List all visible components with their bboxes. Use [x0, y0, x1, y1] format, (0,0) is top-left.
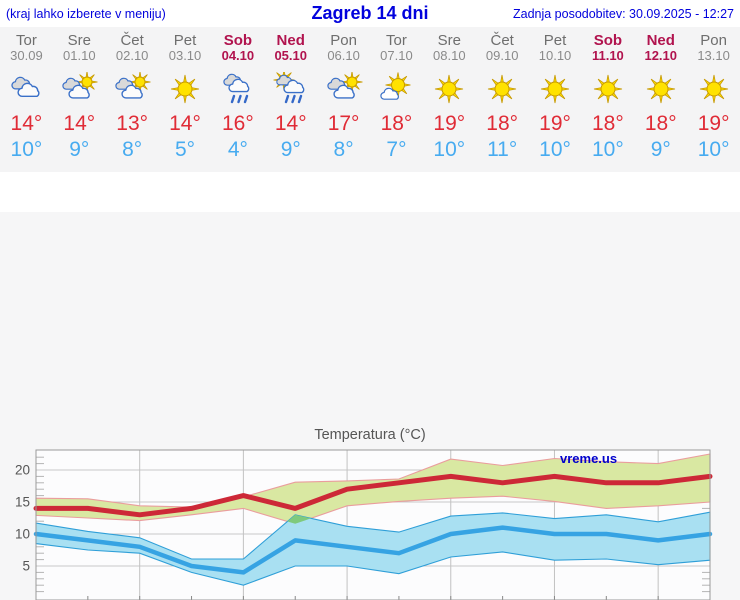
day-max-temp: 19° — [539, 112, 571, 135]
svg-text:5: 5 — [22, 559, 30, 574]
day-name-label: Čet — [490, 32, 514, 49]
day-name-label: Pet — [173, 32, 197, 49]
day-max-temp: 18° — [380, 112, 413, 135]
day-max-temp: 14° — [274, 112, 307, 135]
day-column[interactable]: Ned 12.10 18° 9° — [634, 27, 687, 172]
day-name-label: Sre — [67, 32, 91, 49]
temperature-chart-title: Temperatura (°C) — [314, 427, 426, 443]
day-name-label: Tor — [386, 32, 407, 49]
day-column[interactable]: Sob 11.10 18° 10° — [581, 27, 634, 172]
day-min-temp: 11° — [487, 138, 518, 161]
location-menu-hint: (kraj lahko izberete v meniju) — [6, 6, 166, 21]
cloudy-icon — [0, 72, 53, 108]
sunny-icon — [581, 72, 634, 108]
day-date-label: 11.10 — [591, 48, 624, 63]
partly-cloudy-icon — [317, 71, 370, 108]
day-name-label: Tor — [16, 32, 37, 49]
day-min-temp: 7° — [386, 138, 407, 161]
svg-text:10: 10 — [15, 527, 30, 542]
day-column[interactable]: Pet 10.10 19° 10° — [529, 27, 582, 172]
partly-cloudy-icon — [53, 71, 106, 108]
day-date-label: 13.10 — [697, 48, 730, 63]
partly-cloudy-icon — [106, 71, 159, 108]
day-min-temp: 9° — [650, 138, 671, 161]
day-column[interactable]: Sre 08.10 19° 10° — [423, 27, 476, 172]
rain-icon — [211, 72, 264, 108]
day-column[interactable]: Čet 09.10 18° 11° — [476, 27, 529, 172]
day-date-label: 08.10 — [433, 48, 466, 63]
day-date-label: 10.10 — [538, 48, 572, 63]
day-min-temp: 10° — [592, 138, 624, 161]
day-column[interactable]: Ned 05.10 14° 9° — [264, 27, 317, 172]
day-name-label: Ned — [646, 32, 675, 49]
sunny-icon — [634, 72, 687, 108]
sunny-icon — [423, 72, 476, 108]
sunny-icon — [687, 72, 740, 108]
day-max-temp: 14° — [10, 112, 43, 135]
day-max-temp: 14° — [63, 112, 96, 135]
day-min-temp: 10° — [539, 138, 571, 161]
day-date-label: 04.10 — [221, 48, 255, 63]
day-max-temp: 17° — [327, 112, 360, 135]
sun-cloud-rain-icon — [264, 69, 317, 108]
day-name-label: Ned — [276, 32, 305, 49]
sunny-icon — [159, 72, 212, 108]
forecast-strip: Tor 30.09 14° 10° Sre 01.10 14° 9° Čet 02.10 13° 8°… — [0, 27, 740, 172]
day-max-temp: 14° — [169, 112, 201, 135]
day-date-label: 12.10 — [644, 48, 678, 63]
day-date-label: 07.10 — [380, 48, 413, 63]
day-column[interactable]: Sob 04.10 16° 4° — [211, 27, 264, 172]
svg-text:20: 20 — [15, 463, 30, 478]
day-column[interactable]: Pet 03.10 14° 5° — [159, 27, 212, 172]
day-max-temp: 18° — [592, 112, 624, 135]
day-date-label: 01.10 — [63, 48, 96, 63]
mostly-sunny-icon — [370, 72, 423, 108]
day-min-temp: 8° — [333, 138, 354, 161]
temperature-chart: 5 10 15 20 — [15, 449, 713, 600]
day-column[interactable]: Čet 02.10 13° 8° — [106, 27, 159, 172]
day-max-temp: 19° — [433, 112, 466, 135]
watermark-link[interactable]: vreme.us — [560, 451, 618, 466]
day-max-temp: 16° — [221, 112, 254, 135]
day-min-temp: 4° — [227, 138, 248, 161]
day-name-label: Sob — [593, 32, 623, 49]
sunny-icon — [529, 72, 582, 108]
day-name-label: Pon — [700, 32, 727, 49]
day-date-label: 03.10 — [168, 48, 202, 63]
day-column[interactable]: Pon 13.10 19° 10° — [687, 27, 740, 172]
day-max-temp: 18° — [486, 112, 519, 135]
day-min-temp: 8° — [122, 138, 143, 161]
day-column[interactable]: Pon 06.10 17° 8° — [317, 27, 370, 172]
last-update-label: Zadnja posodobitev: 30.09.2025 - 12:27 — [512, 6, 734, 21]
day-name-label: Sob — [223, 32, 253, 49]
day-date-label: 06.10 — [327, 48, 360, 63]
day-min-temp: 10° — [697, 138, 730, 161]
day-min-temp: 5° — [174, 138, 196, 161]
svg-text:15: 15 — [15, 495, 30, 510]
day-date-label: 05.10 — [274, 48, 307, 63]
day-column[interactable]: Tor 30.09 14° 10° — [0, 27, 53, 172]
day-name-label: Pon — [330, 32, 357, 49]
day-min-temp: 10° — [10, 138, 43, 161]
day-max-temp: 19° — [697, 112, 730, 135]
day-min-temp: 10° — [433, 138, 466, 161]
day-name-label: Sre — [437, 32, 461, 49]
day-min-temp: 9° — [280, 138, 301, 161]
day-column[interactable]: Sre 01.10 14° 9° — [53, 27, 106, 172]
day-date-label: 02.10 — [115, 48, 149, 63]
day-name-label: Pet — [543, 32, 567, 49]
sunny-icon — [476, 72, 529, 108]
day-date-label: 30.09 — [10, 48, 43, 63]
day-date-label: 09.10 — [485, 48, 519, 63]
day-max-temp: 18° — [644, 112, 677, 135]
day-min-temp: 9° — [69, 138, 90, 161]
day-max-temp: 13° — [116, 112, 149, 135]
header: (kraj lahko izberete v meniju) Zagreb 14… — [0, 0, 740, 27]
band-overlap — [287, 514, 311, 524]
day-column[interactable]: Tor 07.10 18° 7° — [370, 27, 423, 172]
day-name-label: Čet — [120, 32, 144, 49]
